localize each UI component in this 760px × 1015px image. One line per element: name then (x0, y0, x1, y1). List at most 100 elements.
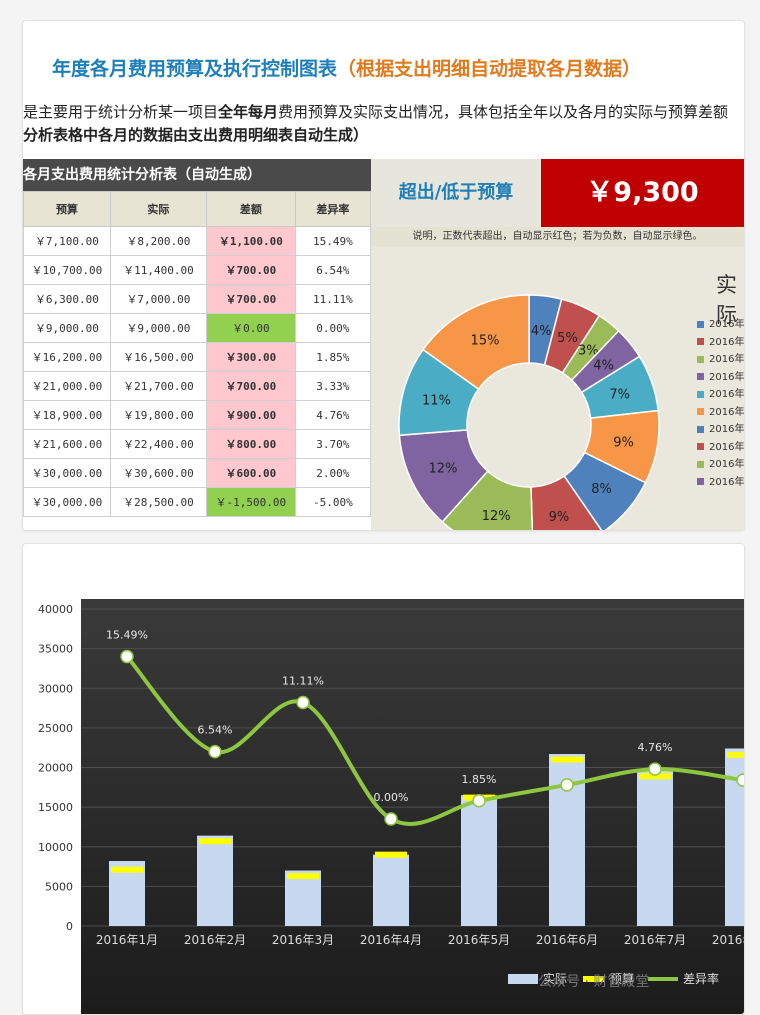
cell-actual: ￥28,500.00 (109, 487, 207, 517)
stats-table: 预算 实际 差额 差异率 ￥7,100.00 ￥8,200.00 ￥1,100.00… (23, 191, 372, 517)
rate-point (208, 744, 222, 759)
budget-marker (375, 851, 407, 858)
cell-diff: ￥700.00 (205, 371, 296, 401)
watermark: 公众号 · 财管殿堂 (538, 974, 650, 990)
y-tick-label: 10000 (38, 841, 73, 854)
title-sub: （根据支出明细自动提取各月数据） (337, 58, 642, 80)
table-row: ￥21,600.00 ￥22,400.00 ￥800.00 3.70% (23, 429, 372, 459)
legend-swatch (697, 478, 704, 485)
cell-actual: ￥22,400.00 (109, 429, 207, 459)
legend-swatch (697, 320, 704, 328)
legend-item: 2016年 (697, 333, 744, 351)
cell-actual: ￥8,200.00 (109, 226, 207, 256)
col-actual: 实际 (109, 191, 207, 227)
table-title: 各月支出费用统计分析表（自动生成） (23, 159, 371, 191)
legend-item: 2016年 (697, 315, 744, 333)
cell-budget: ￥30,000.00 (23, 487, 111, 517)
cell-actual: ￥9,000.00 (109, 313, 207, 343)
y-tick-label: 15000 (38, 801, 73, 814)
donut-slice-label: 3% (578, 344, 599, 359)
actual-bar (725, 748, 744, 926)
axis-gutter (23, 599, 81, 1014)
actual-bar (373, 854, 409, 926)
table-row: ￥7,100.00 ￥8,200.00 ￥1,100.00 15.49% (23, 226, 372, 256)
cell-rate: 1.85% (294, 342, 372, 372)
legend-item: 2016年 (697, 368, 744, 386)
actual-bar (197, 835, 233, 926)
rate-label: 0.00% (374, 791, 409, 804)
donut-title: 实际 (716, 273, 737, 327)
table-row: ￥10,700.00 ￥11,400.00 ￥700.00 6.54% (23, 255, 372, 285)
cell-actual: ￥7,000.00 (109, 284, 207, 314)
legend-label: 2016年 (709, 441, 745, 453)
legend-rate-label: 差异率 (683, 971, 719, 986)
legend-label: 2016年 (709, 319, 745, 330)
table-row: ￥21,000.00 ￥21,700.00 ￥700.00 3.33% (23, 371, 372, 401)
cell-budget: ￥10,700.00 (23, 255, 111, 285)
x-tick-label: 2016年5月 (448, 933, 510, 947)
legend-label: 2016年 (709, 371, 745, 383)
rate-point (120, 649, 134, 664)
legend-swatch (697, 373, 704, 380)
donut-slice-label: 9% (613, 436, 634, 451)
legend-swatch (697, 425, 704, 433)
rate-point (560, 778, 574, 792)
budget-marker (287, 873, 319, 880)
cell-rate: -5.00% (294, 487, 372, 517)
cell-diff: ￥1,100.00 (205, 226, 296, 256)
legend-item: 2016年 (697, 438, 744, 456)
legend-item: 2016年 (697, 420, 744, 438)
desc-text-c: 费用预算及实际支出情况，具体包括全年以及各月的实际与预算差额 (278, 103, 729, 121)
cell-rate: 3.33% (294, 371, 372, 401)
cell-budget: ￥21,600.00 (23, 429, 111, 459)
desc-text-bold: 全年每月 (218, 103, 279, 121)
rate-point (472, 794, 486, 808)
donut-slice (530, 475, 603, 530)
page-title: 年度各月费用预算及执行控制图表（根据支出明细自动提取各月数据） (52, 54, 641, 81)
cell-rate: 11.11% (294, 284, 372, 314)
col-rate: 差异率 (294, 191, 372, 227)
cell-diff: ￥700.00 (205, 284, 296, 314)
legend-label: 2016年 (709, 424, 745, 435)
cell-diff: ￥700.00 (205, 255, 296, 285)
cell-actual: ￥16,500.00 (109, 342, 207, 372)
cell-diff: ￥-1,500.00 (205, 487, 296, 517)
x-tick-label: 2016年2月 (184, 933, 246, 947)
cell-budget: ￥9,000.00 (23, 313, 111, 343)
donut-slice-label: 12% (429, 462, 458, 477)
cell-budget: ￥18,900.00 (23, 400, 111, 430)
rate-label: 4.76% (638, 741, 673, 754)
title-main: 年度各月费用预算及执行控制图表 (52, 58, 338, 80)
legend-item: 2016年 (697, 403, 744, 421)
actual-bar (637, 769, 673, 926)
desc-text-a: 是主要用于统计分析某一项目 (23, 103, 219, 121)
col-budget: 预算 (23, 191, 111, 227)
rate-point (384, 812, 398, 826)
summary-panel: 超出/低于预算 ￥9,300 说明，正数代表超出，自动显示红色；若为负数，自动显… (371, 159, 744, 530)
y-tick-label: 5000 (45, 880, 73, 893)
legend-label: 2016年 (709, 476, 745, 488)
dashboard-card: 年度各月费用预算及执行控制图表（根据支出明细自动提取各月数据） 是主要用于统计分… (22, 20, 745, 531)
cell-rate: 15.49% (294, 226, 372, 256)
budget-marker (639, 773, 671, 780)
legend-label: 2016年 (709, 354, 745, 365)
y-tick-label: 40000 (38, 603, 73, 616)
table-row: ￥6,300.00 ￥7,000.00 ￥700.00 11.11% (23, 284, 372, 314)
cell-budget: ￥30,000.00 (23, 458, 111, 488)
donut-slice-label: 12% (482, 509, 511, 524)
legend-actual-swatch (508, 974, 538, 984)
budget-marker (551, 756, 583, 763)
cell-rate: 6.54% (294, 255, 372, 285)
budget-marker (111, 866, 143, 873)
table-row: ￥16,200.00 ￥16,500.00 ￥300.00 1.85% (23, 342, 372, 372)
legend-item: 2016年 (697, 455, 744, 473)
cell-rate: 0.00% (294, 313, 372, 343)
cell-diff: ￥600.00 (205, 458, 296, 488)
rate-point (736, 773, 744, 787)
rate-point (648, 762, 662, 776)
cell-actual: ￥19,800.00 (109, 400, 207, 430)
table-row: ￥9,000.00 ￥9,000.00 ￥0.00 0.00% (23, 313, 372, 343)
legend-budget-swatch (583, 976, 605, 982)
cell-budget: ￥6,300.00 (23, 284, 111, 314)
cell-diff: ￥0.00 (205, 313, 296, 343)
